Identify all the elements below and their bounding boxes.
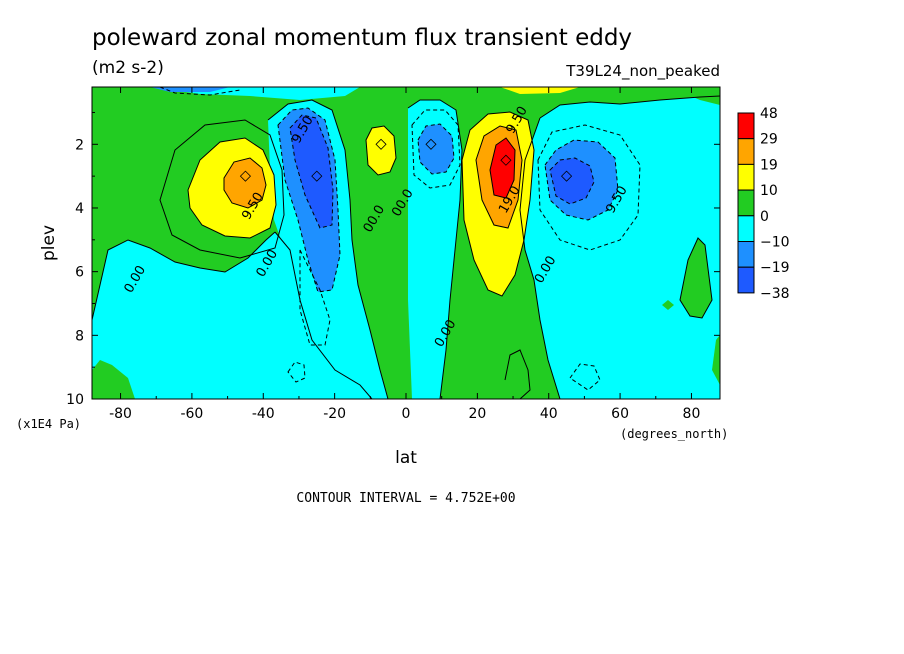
extremum-marker bbox=[561, 170, 573, 182]
colorbar-label: −38 bbox=[760, 286, 790, 302]
contour-neg-small-south bbox=[287, 361, 306, 383]
contour-interval: CONTOUR INTERVAL = 4.752E+00 bbox=[296, 491, 515, 506]
contour-pos-north-19 bbox=[475, 125, 523, 229]
pos-lobe-south-19 bbox=[224, 158, 266, 208]
colorbar-label: 19 bbox=[760, 157, 778, 173]
x-tick-label: 0 bbox=[402, 406, 411, 422]
pos-lobe-north-29 bbox=[490, 138, 515, 198]
contour-island-near bbox=[504, 349, 531, 399]
contour-neg-south-19 bbox=[289, 114, 334, 229]
contour-neg-top bbox=[159, 87, 241, 96]
pos-island-north-edge bbox=[712, 335, 720, 385]
x-tick-label: 80 bbox=[683, 406, 701, 422]
pos-island-top-right bbox=[670, 87, 720, 105]
contour-neg-south-10 bbox=[277, 107, 341, 293]
contour-pos-south-10 bbox=[187, 137, 277, 239]
extremum-marker bbox=[311, 170, 323, 182]
pos-island-north-far bbox=[680, 238, 712, 318]
y-units-label: (x1E4 Pa) bbox=[16, 417, 81, 431]
x-tick-label: -80 bbox=[109, 406, 132, 422]
contour-pos-north-10 bbox=[461, 111, 535, 297]
pos-island-equator bbox=[398, 300, 412, 399]
pos-island-north-tip bbox=[662, 300, 674, 310]
colorbar-swatch bbox=[737, 138, 755, 165]
contour-zero-south bbox=[92, 231, 276, 321]
colorbar-label: 29 bbox=[760, 132, 778, 148]
contour-lines-negative bbox=[159, 87, 641, 391]
y-tick-label: 10 bbox=[66, 392, 84, 408]
colorbar-swatch bbox=[737, 189, 755, 217]
colorbar-swatch bbox=[737, 112, 755, 140]
neg-lobe-north-19 bbox=[550, 158, 594, 204]
pos-lobe-eq-south bbox=[366, 126, 396, 175]
x-axis: -80 -60 -40 -20 0 20 40 60 80 bbox=[109, 87, 700, 422]
top-lobe-north bbox=[500, 87, 580, 94]
contour-neg-small-north bbox=[569, 363, 601, 391]
x-tick-label: -40 bbox=[252, 406, 275, 422]
contour-neg-south-5 bbox=[299, 249, 331, 346]
colorbar-label: 48 bbox=[760, 106, 778, 122]
extremum-marker bbox=[425, 138, 437, 150]
chart-subtitle: (m2 s-2) bbox=[92, 58, 164, 78]
contour-lines bbox=[92, 95, 720, 399]
contour-neg-eq-5 bbox=[411, 109, 461, 189]
x-axis-label: lat bbox=[395, 448, 417, 468]
y-tick-label: 8 bbox=[75, 328, 84, 344]
colorbar-swatch bbox=[737, 215, 755, 243]
contour-pos-south-5 bbox=[159, 119, 285, 259]
contour-zero-jet-south bbox=[267, 99, 389, 399]
chart-title: poleward zonal momentum flux transient e… bbox=[92, 25, 632, 51]
colorbar-label: 0 bbox=[760, 209, 769, 225]
neg-lobe-eq-north bbox=[418, 124, 454, 174]
extremum-marker bbox=[375, 138, 387, 150]
contour-neg-north-19 bbox=[549, 157, 595, 205]
y-axis-label: plev bbox=[39, 225, 59, 261]
extremum-marker bbox=[500, 154, 512, 166]
extremum-marker bbox=[239, 170, 251, 182]
x-tick-label: -60 bbox=[180, 406, 203, 422]
colorbar: 48 29 19 10 0 −10 −19 −38 bbox=[737, 106, 790, 302]
contour-zero-eq bbox=[407, 99, 463, 399]
contour-island-far bbox=[679, 237, 713, 319]
neg-region-equator bbox=[408, 100, 462, 399]
contour-zero-south-2 bbox=[274, 231, 373, 399]
colorbar-swatch bbox=[737, 241, 755, 268]
contour-pos-north-29 bbox=[489, 137, 516, 199]
colorbar-swatch bbox=[737, 266, 755, 294]
run-label: T39L24_non_peaked bbox=[565, 62, 720, 81]
contour-zero-north bbox=[539, 95, 720, 119]
colorbar-label: −19 bbox=[760, 260, 790, 276]
colorbar-label: −10 bbox=[760, 235, 790, 251]
pos-island-south-sw bbox=[92, 360, 135, 399]
y-tick-label: 2 bbox=[75, 137, 84, 153]
x-tick-label: 20 bbox=[468, 406, 486, 422]
colorbar-swatch bbox=[737, 163, 755, 191]
neg-region-south-west bbox=[92, 232, 372, 399]
neg-region-north bbox=[520, 96, 720, 399]
x-tick-label: -20 bbox=[323, 406, 346, 422]
contour-zero-north-2 bbox=[519, 117, 561, 399]
y-tick-label: 4 bbox=[75, 201, 84, 217]
colorbar-label: 10 bbox=[760, 183, 778, 199]
x-units-label: (degrees_north) bbox=[620, 427, 728, 441]
y-axis: 2 4 6 8 10 bbox=[66, 111, 720, 408]
contour-pos-eq bbox=[365, 125, 397, 176]
x-tick-label: 40 bbox=[540, 406, 558, 422]
pos-island-north-near bbox=[505, 350, 530, 399]
neg-lobe-south-19 bbox=[290, 115, 333, 228]
contour-pos-south-19 bbox=[223, 157, 267, 209]
x-tick-label: 60 bbox=[611, 406, 629, 422]
y-tick-label: 6 bbox=[75, 265, 84, 281]
